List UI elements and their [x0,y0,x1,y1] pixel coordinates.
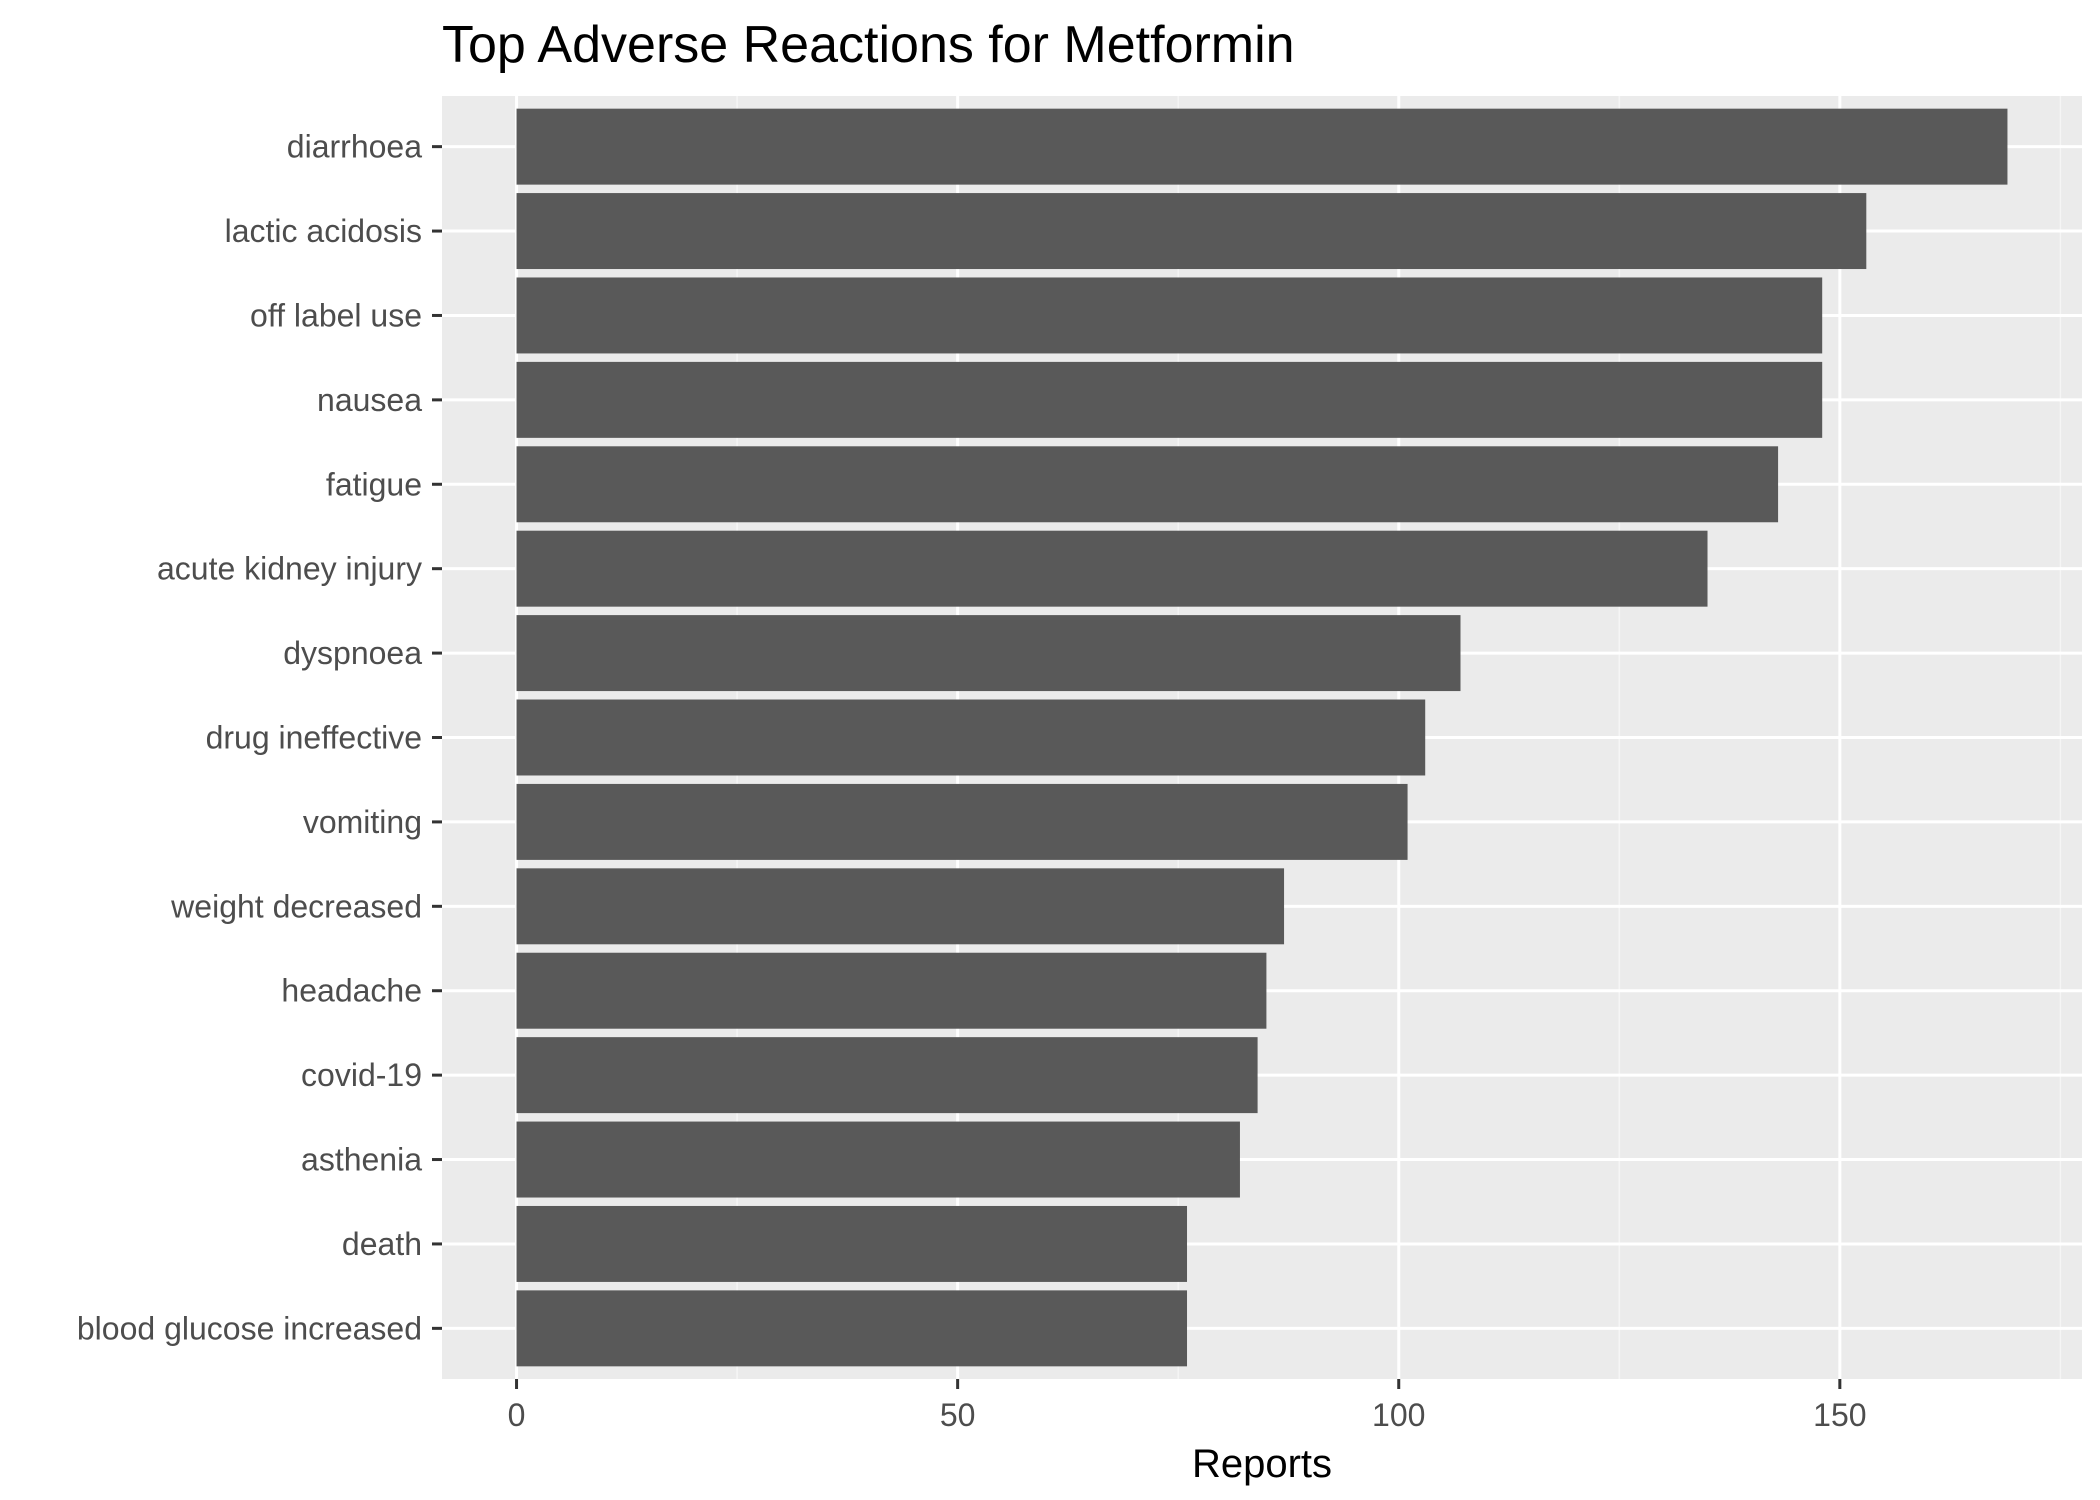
bar-vomiting [516,783,1408,860]
y-tick-label: nausea [317,382,422,418]
bar-death [516,1205,1188,1282]
y-tick-label: death [342,1226,422,1262]
x-tick-label: 0 [508,1397,526,1433]
bar-diarrhoea [516,108,2008,185]
y-tick-label: lactic acidosis [225,213,422,249]
bars [516,108,2008,1367]
y-tick-label: weight decreased [170,888,422,924]
bar-weight-decreased [516,868,1285,945]
bar-covid-19 [516,1037,1258,1114]
x-tick-label: 100 [1372,1397,1425,1433]
y-tick-label: off label use [250,297,422,333]
y-tick-label: vomiting [303,804,422,840]
y-tick-label: drug ineffective [206,720,422,756]
x-tick-label: 50 [940,1397,976,1433]
bar-off-label-use [516,277,1823,354]
bar-nausea [516,361,1823,438]
y-tick-label: covid-19 [301,1057,422,1093]
y-tick-label: diarrhoea [287,129,422,165]
y-tick-label: blood glucose increased [77,1310,422,1346]
y-tick-label: dyspnoea [283,635,422,671]
bar-asthenia [516,1121,1240,1198]
x-axis-title: Reports [1192,1442,1332,1486]
x-tick-label: 150 [1813,1397,1866,1433]
bar-blood-glucose-increased [516,1290,1188,1367]
bar-lactic-acidosis [516,193,1867,270]
y-tick-label: headache [281,973,422,1009]
bar-headache [516,952,1267,1029]
x-axis: 0 50 100 150 [508,1379,1867,1433]
bar-acute-kidney-injury [516,530,1708,607]
bar-fatigue [516,446,1779,523]
y-tick-label: asthenia [301,1142,422,1178]
y-tick-label: acute kidney injury [157,551,422,587]
bar-drug-ineffective [516,699,1426,776]
y-axis: diarrhoea lactic acidosis off label use nau… [77,129,442,1346]
y-tick-label: fatigue [326,466,422,502]
chart-title: Top Adverse Reactions for Metformin [442,16,1295,74]
bar-dyspnoea [516,615,1461,692]
